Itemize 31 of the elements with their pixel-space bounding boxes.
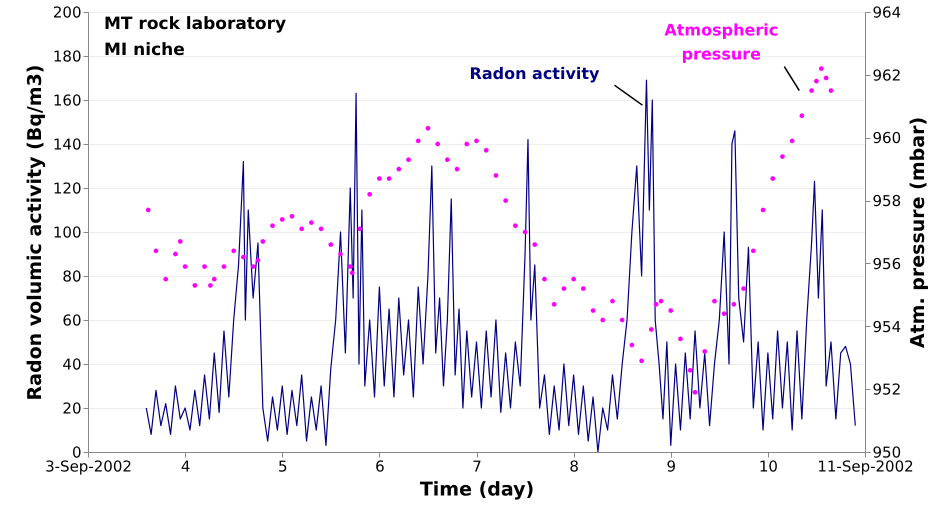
x-tick-label: 4 <box>180 458 190 476</box>
y-tick-label: 80 <box>62 268 82 286</box>
chart-title: MT rock laboratory <box>104 14 286 34</box>
text: MI niche <box>104 40 185 60</box>
y-tick-label: 40 <box>62 356 82 374</box>
text: Radon activity <box>470 64 600 84</box>
x-tick-label: 8 <box>569 458 579 476</box>
y-tick-label: 160 <box>52 92 82 110</box>
y-tick-label: 100 <box>52 224 82 242</box>
y2-tick-label: 964 <box>872 4 902 22</box>
y-tick-label: 180 <box>52 48 82 66</box>
y-tick-label: 20 <box>62 400 82 418</box>
y2-tick-label: 952 <box>872 380 902 399</box>
text: Atmospheric pressure <box>664 20 778 64</box>
y2-tick-label: 958 <box>872 192 902 210</box>
y2-tick-label: 954 <box>872 318 902 336</box>
y2-tick-label: 962 <box>872 66 902 84</box>
y-tick-label: 200 <box>52 4 82 22</box>
y-tick-label: 120 <box>52 180 82 198</box>
x-axis-title: Time (day) <box>420 478 534 500</box>
y2-tick-label: 956 <box>872 254 902 273</box>
x-tick-label: 7 <box>472 458 482 476</box>
y2-axis-title: Atm. pressure (mbar) <box>907 116 930 348</box>
x-tick-label: 9 <box>666 458 676 476</box>
y-axis-title: Radon volumic activity (Bq/m3) <box>24 64 46 400</box>
y-tick-label: 140 <box>52 136 82 154</box>
x-tick-label: 10 <box>758 458 778 476</box>
x-tick-label: 6 <box>375 458 385 476</box>
y-tick-label: 60 <box>62 312 82 330</box>
x-tick-label: 5 <box>278 458 288 476</box>
y2-tick-label: 960 <box>872 129 902 148</box>
